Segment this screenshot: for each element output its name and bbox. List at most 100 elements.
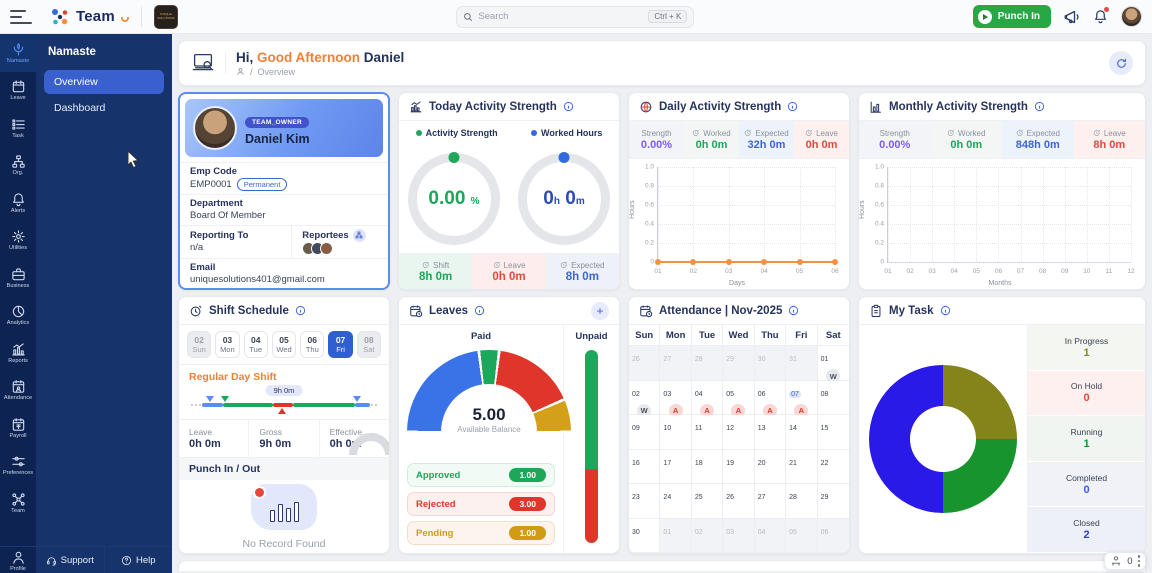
day-chip-05[interactable]: 05 Wed bbox=[271, 331, 297, 358]
y-axis-label: Hours bbox=[629, 200, 636, 219]
calendar-day-08[interactable]: 08 bbox=[817, 380, 849, 415]
calendar-day-15[interactable]: 15 bbox=[817, 415, 849, 450]
calendar-day-04[interactable]: 04 A bbox=[691, 380, 724, 418]
sidebar-item-reports[interactable]: Reports bbox=[0, 334, 36, 372]
sidebar-item-utilities[interactable]: Utilities bbox=[0, 222, 36, 260]
calendar-day-19[interactable]: 19 bbox=[723, 449, 755, 484]
calendar-day-25[interactable]: 25 bbox=[691, 484, 724, 519]
panel-item-overview[interactable]: Overview bbox=[44, 70, 164, 94]
day-chip-04[interactable]: 04 Tue bbox=[243, 331, 268, 358]
calendar-day-02[interactable]: 02 W bbox=[629, 380, 661, 418]
sidebar-item-attendance[interactable]: Attendance bbox=[0, 372, 36, 410]
stat-label: Leave bbox=[805, 129, 838, 138]
breadcrumb[interactable]: / Overview bbox=[236, 67, 404, 77]
calendar-day-28[interactable]: 28 bbox=[786, 484, 818, 519]
calendar-day-22[interactable]: 22 bbox=[817, 449, 849, 484]
sidebar-item-leave[interactable]: Leave bbox=[0, 72, 36, 110]
refresh-button[interactable] bbox=[1109, 51, 1133, 75]
hamburger-menu-icon[interactable] bbox=[10, 6, 32, 28]
stat-expected: Expected 8h 0m bbox=[545, 254, 619, 289]
calendar-day-11[interactable]: 11 bbox=[691, 415, 724, 450]
calendar-day-17[interactable]: 17 bbox=[660, 449, 692, 484]
day-chip-06[interactable]: 06 Thu bbox=[300, 331, 325, 358]
calendar-day-27[interactable]: 27 bbox=[754, 484, 787, 519]
stat-value: 0h 0m bbox=[805, 138, 838, 151]
search-input[interactable] bbox=[478, 11, 644, 22]
sidebar-item-org[interactable]: Org. bbox=[0, 147, 36, 185]
punch-in-button[interactable]: Punch In bbox=[972, 5, 1051, 28]
calendar-day-23[interactable]: 23 bbox=[629, 484, 661, 519]
calendar-day-29[interactable]: 29 bbox=[817, 484, 849, 519]
calendar-day-06[interactable]: 06 bbox=[817, 518, 849, 553]
day-chip-02[interactable]: 02 Sun bbox=[187, 331, 212, 358]
calendar-day-16[interactable]: 16 bbox=[629, 449, 661, 484]
day-chip-07[interactable]: 07 Fri bbox=[328, 331, 353, 358]
leave-row-approved: Approved 1.00 bbox=[407, 463, 555, 487]
stat-label: Leave bbox=[493, 261, 525, 270]
calendar-day-05[interactable]: 05 bbox=[786, 518, 818, 553]
sidebar-item-team[interactable]: Team bbox=[0, 484, 36, 522]
calendar-day-09[interactable]: 09 bbox=[629, 415, 661, 450]
calendar-day-03[interactable]: 03 bbox=[723, 518, 755, 553]
day-number: 31 bbox=[789, 356, 797, 363]
sidebar-item-namaste[interactable]: Namaste bbox=[0, 34, 36, 72]
calendar-day-02[interactable]: 02 bbox=[691, 518, 724, 553]
calendar-day-27[interactable]: 27 bbox=[660, 346, 692, 381]
day-chip-03[interactable]: 03 Mon bbox=[215, 331, 240, 358]
calendar-day-03[interactable]: 03 A bbox=[660, 380, 692, 418]
calendar-day-05[interactable]: 05 A bbox=[723, 380, 755, 418]
user-avatar[interactable] bbox=[1121, 6, 1142, 27]
sidebar-item-profile[interactable]: Profile bbox=[0, 547, 36, 573]
sidebar-item-analytics[interactable]: Analytics bbox=[0, 297, 36, 335]
card-title: Daily Activity Strength bbox=[659, 100, 782, 113]
sidebar-item-business[interactable]: Business bbox=[0, 259, 36, 297]
add-leave-button[interactable]: + bbox=[591, 301, 609, 320]
info-icon[interactable] bbox=[474, 305, 485, 316]
y-tick-label: 0.4 bbox=[874, 220, 884, 228]
sidebar-item-task[interactable]: Task bbox=[0, 109, 36, 147]
footer-support-button[interactable]: Support bbox=[36, 547, 104, 573]
brand-name: Team bbox=[76, 8, 115, 25]
info-icon[interactable] bbox=[1034, 101, 1045, 112]
calendar-day-13[interactable]: 13 bbox=[754, 415, 787, 450]
calendar-day-26[interactable]: 26 bbox=[723, 484, 755, 519]
calendar-day-30[interactable]: 30 bbox=[629, 518, 661, 553]
calendar-day-26[interactable]: 26 bbox=[629, 346, 661, 381]
notifications-bell-icon[interactable] bbox=[1093, 7, 1109, 24]
more-options-icon[interactable] bbox=[1137, 555, 1140, 567]
calendar-day-29[interactable]: 29 bbox=[723, 346, 755, 381]
reportee-avatars[interactable] bbox=[302, 241, 378, 255]
calendar-day-24[interactable]: 24 bbox=[660, 484, 692, 519]
calendar-day-12[interactable]: 12 bbox=[723, 415, 755, 450]
calendar-day-10[interactable]: 10 bbox=[660, 415, 692, 450]
footer-help-button[interactable]: Help bbox=[103, 547, 173, 573]
sidebar-item-alerts[interactable]: Alerts bbox=[0, 184, 36, 222]
day-chip-08[interactable]: 08 Sat bbox=[356, 331, 381, 358]
quick-stats-widget[interactable]: 0 bbox=[1104, 552, 1146, 570]
calendar-day-30[interactable]: 30 bbox=[754, 346, 787, 381]
x-axis-label: Days bbox=[729, 280, 745, 287]
panel-item-dashboard[interactable]: Dashboard bbox=[54, 102, 106, 114]
info-icon[interactable] bbox=[295, 305, 306, 316]
calendar-day-01[interactable]: 01 bbox=[660, 518, 692, 553]
calendar-day-14[interactable]: 14 bbox=[786, 415, 818, 450]
info-icon[interactable] bbox=[563, 101, 574, 112]
sidebar-item-label: Business bbox=[6, 282, 30, 289]
calendar-day-21[interactable]: 21 bbox=[786, 449, 818, 484]
sidebar-item-preferences[interactable]: Preferences bbox=[0, 447, 36, 485]
calendar-day-07[interactable]: 07 A bbox=[786, 380, 818, 418]
calendar-day-06[interactable]: 06 A bbox=[754, 380, 787, 418]
announcements-megaphone-icon[interactable] bbox=[1064, 9, 1080, 25]
calendar-day-31[interactable]: 31 bbox=[786, 346, 818, 381]
info-icon[interactable] bbox=[787, 101, 798, 112]
calendar-day-28[interactable]: 28 bbox=[691, 346, 724, 381]
calendar-day-04[interactable]: 04 bbox=[754, 518, 787, 553]
calendar-day-18[interactable]: 18 bbox=[691, 449, 724, 484]
calendar-day-20[interactable]: 20 bbox=[754, 449, 787, 484]
info-icon[interactable] bbox=[940, 305, 951, 316]
info-icon[interactable] bbox=[788, 305, 799, 316]
search-box[interactable]: Ctrl + K bbox=[456, 5, 695, 28]
sidebar-item-payroll[interactable]: Payroll bbox=[0, 409, 36, 447]
calendar-day-01[interactable]: 01 W bbox=[817, 346, 849, 383]
org-chart-icon[interactable] bbox=[352, 228, 366, 242]
